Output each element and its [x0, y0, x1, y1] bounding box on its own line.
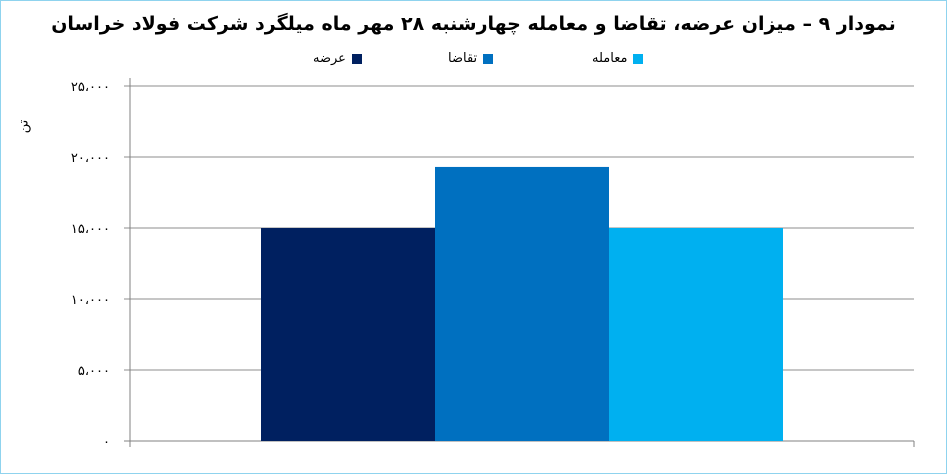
bar-demand — [435, 166, 609, 441]
y-tick-label: ۱۵،۰۰۰ — [71, 222, 110, 237]
legend-swatch-supply — [351, 53, 362, 64]
legend: عرضه تقاضا معامله — [1, 51, 946, 71]
y-tick-label: ۰ — [103, 435, 110, 450]
y-tick-label: ۲۰،۰۰۰ — [71, 151, 110, 166]
legend-item-demand: تقاضا — [448, 51, 494, 66]
legend-swatch-demand — [483, 53, 494, 64]
bar-trade — [609, 228, 783, 441]
bar-supply — [261, 228, 435, 441]
legend-label-demand: تقاضا — [448, 51, 478, 66]
chart-title: نمودار ۹ – میزان عرضه، تقاضا و معامله چه… — [51, 13, 896, 35]
legend-item-supply: عرضه — [313, 51, 362, 66]
y-tick-label: ۲۵،۰۰۰ — [71, 80, 110, 95]
legend-label-trade: معامله — [592, 51, 628, 66]
legend-item-trade: معامله — [592, 51, 644, 66]
y-tick-label: ۱۰،۰۰۰ — [71, 293, 110, 308]
y-tick-label: ۵،۰۰۰ — [78, 364, 110, 379]
legend-label-supply: عرضه — [313, 51, 346, 66]
legend-swatch-trade — [633, 53, 644, 64]
